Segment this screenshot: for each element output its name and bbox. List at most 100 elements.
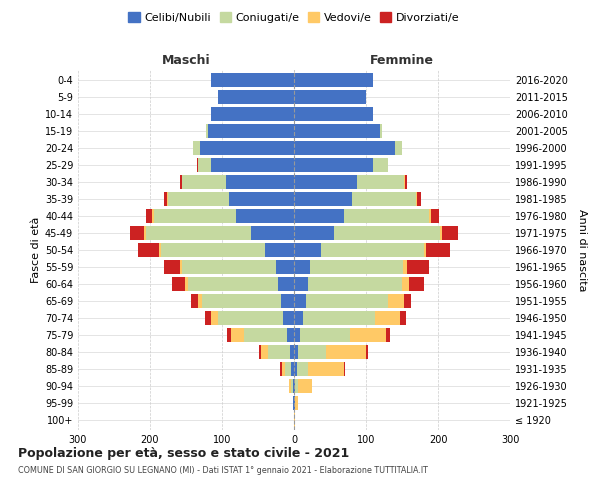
Bar	[229, 192, 294, 206]
Bar	[395, 141, 402, 155]
Bar	[198, 158, 211, 172]
Bar	[197, 158, 198, 172]
Bar	[158, 243, 161, 257]
Bar	[227, 328, 230, 342]
Bar	[167, 192, 168, 206]
Bar	[294, 175, 358, 189]
Bar	[440, 226, 442, 240]
Bar	[172, 277, 185, 291]
Bar	[298, 345, 326, 359]
Bar	[416, 192, 417, 206]
Bar	[344, 209, 430, 223]
Bar	[424, 243, 427, 257]
Bar	[290, 345, 294, 359]
Bar	[294, 226, 334, 240]
Bar	[268, 345, 290, 359]
Bar	[294, 277, 308, 291]
Y-axis label: Fasce di età: Fasce di età	[31, 217, 41, 283]
Bar	[164, 260, 180, 274]
Bar	[294, 107, 373, 121]
Text: Maschi: Maschi	[161, 54, 211, 66]
Bar	[294, 328, 300, 342]
Bar	[282, 362, 286, 376]
Bar	[168, 192, 229, 206]
Text: COMUNE DI SAN GIORGIO SU LEGNANO (MI) - Dati ISTAT 1° gennaio 2021 - Elaborazion: COMUNE DI SAN GIORGIO SU LEGNANO (MI) - …	[18, 466, 428, 475]
Bar	[366, 345, 368, 359]
Bar	[211, 73, 294, 87]
Bar	[146, 226, 251, 240]
Bar	[179, 175, 182, 189]
Bar	[281, 294, 294, 308]
Text: Popolazione per età, sesso e stato civile - 2021: Popolazione per età, sesso e stato civil…	[18, 448, 349, 460]
Bar	[294, 362, 297, 376]
Bar	[294, 294, 305, 308]
Bar	[218, 311, 283, 325]
Bar	[294, 311, 302, 325]
Bar	[146, 209, 152, 223]
Bar	[211, 311, 218, 325]
Bar	[218, 90, 294, 104]
Bar	[308, 277, 402, 291]
Bar	[244, 328, 287, 342]
Bar	[251, 226, 294, 240]
Bar	[298, 379, 312, 393]
Bar	[226, 175, 294, 189]
Bar	[198, 294, 202, 308]
Bar	[211, 107, 294, 121]
Bar	[350, 328, 386, 342]
Bar	[182, 260, 276, 274]
Bar	[417, 192, 421, 206]
Bar	[407, 260, 428, 274]
Bar	[388, 294, 404, 308]
Bar	[344, 362, 345, 376]
Bar	[200, 141, 294, 155]
Bar	[291, 362, 294, 376]
Bar	[294, 158, 373, 172]
Bar	[308, 362, 344, 376]
Bar	[294, 192, 352, 206]
Bar	[334, 226, 440, 240]
Bar	[297, 362, 308, 376]
Bar	[430, 209, 431, 223]
Bar	[404, 294, 412, 308]
Bar	[185, 277, 188, 291]
Bar	[294, 141, 395, 155]
Bar	[322, 243, 424, 257]
Bar	[152, 209, 154, 223]
Bar	[259, 345, 261, 359]
Bar	[386, 328, 391, 342]
Bar	[380, 124, 382, 138]
Bar	[236, 209, 294, 223]
Bar	[188, 277, 278, 291]
Legend: Celibi/Nubili, Coniugati/e, Vedovi/e, Divorziati/e: Celibi/Nubili, Coniugati/e, Vedovi/e, Di…	[124, 8, 464, 28]
Bar	[205, 311, 211, 325]
Bar	[291, 379, 293, 393]
Bar	[286, 362, 291, 376]
Bar	[265, 243, 294, 257]
Bar	[294, 124, 380, 138]
Bar	[442, 226, 458, 240]
Bar	[287, 328, 294, 342]
Bar	[283, 311, 294, 325]
Bar	[352, 192, 416, 206]
Bar	[208, 124, 294, 138]
Bar	[404, 175, 405, 189]
Bar	[300, 328, 350, 342]
Bar	[402, 277, 409, 291]
Bar	[403, 260, 407, 274]
Bar	[294, 243, 322, 257]
Bar	[326, 345, 366, 359]
Bar	[211, 158, 294, 172]
Bar	[293, 379, 294, 393]
Bar	[374, 311, 400, 325]
Bar	[144, 226, 146, 240]
Bar	[295, 379, 298, 393]
Bar	[130, 226, 144, 240]
Bar	[180, 260, 182, 274]
Bar	[294, 379, 295, 393]
Bar	[139, 243, 158, 257]
Bar	[230, 328, 244, 342]
Bar	[206, 124, 208, 138]
Bar	[276, 260, 294, 274]
Bar	[294, 90, 366, 104]
